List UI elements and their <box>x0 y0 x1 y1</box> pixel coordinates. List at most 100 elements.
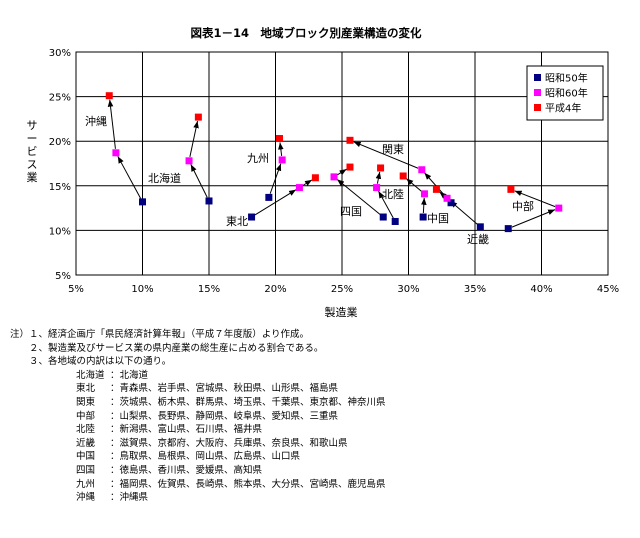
region-members: ：青森県、岩手県、宮城県、秋田県、山形県、福島県 <box>110 383 338 394</box>
region-breakdown-item: 北陸 ：新潟県、富山県、石川県、福井県 <box>10 423 386 437</box>
note-line-3: ３、各地域の内訳は以下の通り。 <box>10 355 386 369</box>
data-point <box>507 186 514 193</box>
y-tick-label: 25% <box>49 93 71 104</box>
legend-marker <box>534 104 541 111</box>
x-tick-label: 20% <box>264 284 286 295</box>
region-breakdown-item: 中国 ：鳥取県、島根県、岡山県、広島県、山口県 <box>10 450 386 464</box>
scatter-chart: 図表1－14 地域ブロック別産業構造の変化 5% 10% 15% 20% 25% 30% 3… <box>0 0 640 330</box>
data-point <box>276 135 283 142</box>
region-label: 東北 <box>226 215 248 228</box>
legend-label: 平成4年 <box>545 102 581 115</box>
data-point <box>112 149 119 156</box>
y-tick-label: 15% <box>49 182 71 193</box>
region-label: 中国 <box>427 212 449 225</box>
data-point <box>392 218 399 225</box>
region-breakdown-item: 九州 ：福岡県、佐賀県、長崎県、熊本県、大分県、宮崎県、鹿児島県 <box>10 478 386 492</box>
data-point <box>505 225 512 232</box>
region-breakdown-item: 関東 ：茨城県、栃木県、群馬県、埼玉県、千葉県、東京都、神奈川県 <box>10 396 386 410</box>
region-members: ：新潟県、富山県、石川県、福井県 <box>110 424 262 435</box>
data-point <box>400 172 407 179</box>
x-tick-label: 25% <box>331 284 353 295</box>
region-label: 北陸 <box>382 188 404 201</box>
region-members: ：山梨県、長野県、静岡県、岐阜県、愛知県、三重県 <box>110 411 338 422</box>
note-line-2: ２、製造業及びサービス業の県内産業の総生産に占める割合である。 <box>10 342 386 356</box>
legend-label: 昭和60年 <box>545 87 588 100</box>
y-tick-label: 10% <box>49 226 71 237</box>
region-breakdown-item: 四国 ：徳島県、香川県、愛媛県、高知県 <box>10 464 386 478</box>
x-tick-label: 5% <box>68 284 84 295</box>
y-axis-label-char: ス <box>27 158 38 171</box>
data-point <box>296 184 303 191</box>
legend-marker <box>534 89 541 96</box>
region-name: 東北 <box>76 382 110 396</box>
x-axis-label: 製造業 <box>325 305 358 319</box>
trend-arrow <box>423 198 424 213</box>
data-point <box>346 164 353 171</box>
legend-label: 昭和50年 <box>545 72 588 85</box>
region-name: 中部 <box>76 410 110 424</box>
trend-arrow <box>191 164 207 197</box>
chart-title: 図表1－14 地域ブロック別産業構造の変化 <box>190 26 422 40</box>
x-tick-label: 15% <box>198 284 220 295</box>
data-point <box>444 195 451 202</box>
trend-arrow <box>377 172 379 184</box>
region-label: 関東 <box>382 143 404 156</box>
data-point <box>420 214 427 221</box>
data-point <box>373 184 380 191</box>
region-label: 四国 <box>340 205 362 218</box>
region-name: 近畿 <box>76 437 110 451</box>
region-members: ：北海道 <box>110 370 148 381</box>
data-point <box>346 137 353 144</box>
data-point <box>555 205 562 212</box>
data-point <box>331 173 338 180</box>
trend-arrow <box>280 142 282 155</box>
x-tick-label: 45% <box>597 284 619 295</box>
region-members: ：鳥取県、島根県、岡山県、広島県、山口県 <box>110 451 300 462</box>
x-tick-label: 40% <box>530 284 552 295</box>
data-point <box>106 92 113 99</box>
region-name: 九州 <box>76 478 110 492</box>
y-axis-label-char: ビ <box>27 145 38 158</box>
region-members: ：徳島県、香川県、愛媛県、高知県 <box>110 465 262 476</box>
x-tick-label: 35% <box>464 284 486 295</box>
data-point <box>477 223 484 230</box>
data-point <box>312 174 319 181</box>
data-point <box>265 194 272 201</box>
y-tick-label: 20% <box>49 137 71 148</box>
y-axis-label-char: ー <box>27 132 38 145</box>
trend-arrow <box>303 180 312 186</box>
region-label: 九州 <box>247 152 269 165</box>
region-members: ：福岡県、佐賀県、長崎県、熊本県、大分県、宮崎県、鹿児島県 <box>110 479 386 490</box>
y-axis-label-char: 業 <box>27 171 38 184</box>
region-breakdown-item: 近畿 ：滋賀県、京都府、大阪府、兵庫県、奈良県、和歌山県 <box>10 437 386 451</box>
data-point <box>380 214 387 221</box>
x-tick-label: 30% <box>397 284 419 295</box>
data-point <box>195 114 202 121</box>
region-name: 中国 <box>76 450 110 464</box>
region-label: 沖縄 <box>85 114 107 128</box>
region-breakdown-list: 北海道 ：北海道 東北 ：青森県、岩手県、宮城県、秋田県、山形県、福島県 関東 ：茨城県、… <box>10 369 386 505</box>
trend-arrow <box>190 121 198 157</box>
region-label: 北海道 <box>148 171 181 185</box>
region-breakdown-item: 北海道 ：北海道 <box>10 369 386 383</box>
data-point <box>248 214 255 221</box>
data-point <box>206 197 213 204</box>
y-tick-label: 5% <box>55 271 71 282</box>
region-name: 四国 <box>76 464 110 478</box>
data-point <box>418 166 425 173</box>
x-tick-label: 10% <box>131 284 153 295</box>
region-name: 関東 <box>76 396 110 410</box>
legend-marker <box>534 74 541 81</box>
region-members: ：茨城県、栃木県、群馬県、埼玉県、千葉県、東京都、神奈川県 <box>110 397 386 408</box>
region-breakdown-item: 東北 ：青森県、岩手県、宮城県、秋田県、山形県、福島県 <box>10 382 386 396</box>
region-name: 北海道 <box>76 369 110 383</box>
region-name: 沖縄 <box>76 491 110 505</box>
data-point <box>377 164 384 171</box>
data-point <box>279 156 286 163</box>
notes-block: 注）１、経済企画庁「県民経済計算年報」（平成７年度版）より作成。 ２、製造業及び… <box>10 328 386 505</box>
trend-arrow <box>118 156 141 198</box>
data-point <box>139 198 146 205</box>
region-breakdown-item: 中部 ：山梨県、長野県、静岡県、岐阜県、愛知県、三重県 <box>10 410 386 424</box>
region-breakdown-item: 沖縄 ：沖縄県 <box>10 491 386 505</box>
data-point <box>421 190 428 197</box>
